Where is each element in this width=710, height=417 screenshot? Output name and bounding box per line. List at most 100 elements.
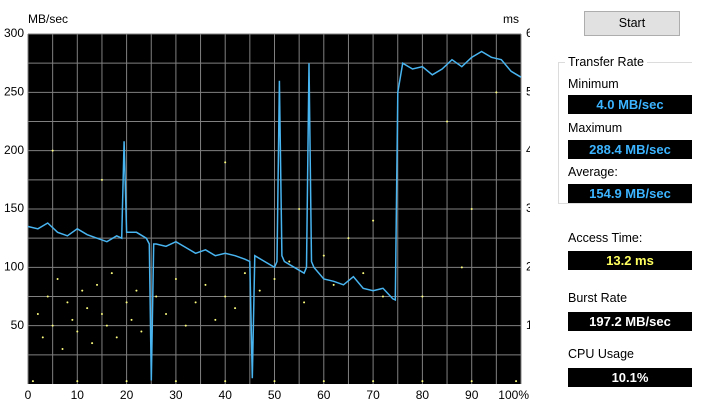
y-tick-label: 150 xyxy=(4,201,24,215)
access-point xyxy=(322,380,325,383)
access-point xyxy=(273,380,276,383)
y-axis-label: MB/sec xyxy=(28,12,68,26)
access-point xyxy=(115,336,118,339)
access-point xyxy=(46,295,49,298)
access-point xyxy=(372,219,375,222)
y-tick-label: 300 xyxy=(4,26,24,40)
access-point xyxy=(224,380,227,383)
access-point xyxy=(470,208,473,210)
x-tick-label: 40 xyxy=(219,388,233,402)
access-point xyxy=(234,307,237,310)
access-point xyxy=(51,324,54,327)
transfer-line xyxy=(27,50,522,381)
access-point xyxy=(31,380,34,383)
access-point xyxy=(36,313,39,315)
access-point xyxy=(421,295,424,298)
access-point xyxy=(258,289,261,292)
access-point xyxy=(470,380,473,383)
y-tick-label: 250 xyxy=(4,85,24,99)
access-point xyxy=(81,289,84,292)
x-tick-label: 80 xyxy=(416,388,430,402)
x-tick-label: 70 xyxy=(366,388,380,402)
start-button[interactable]: Start xyxy=(584,11,680,36)
x-tick-label: 20 xyxy=(120,388,134,402)
access-point xyxy=(96,283,99,286)
access-point xyxy=(288,260,291,263)
access-point xyxy=(174,278,177,280)
access-point xyxy=(61,348,64,350)
access-point xyxy=(184,324,187,327)
access-point xyxy=(224,161,227,164)
access-point xyxy=(362,272,365,275)
access-point xyxy=(105,324,108,327)
access-point xyxy=(125,380,128,383)
access-point xyxy=(125,301,128,304)
access-point xyxy=(381,295,384,298)
access-point xyxy=(515,380,518,383)
x-tick-label: 50 xyxy=(268,388,282,402)
access-point xyxy=(421,380,424,383)
x-tick-label: 90 xyxy=(465,388,479,402)
access-point xyxy=(322,254,325,257)
access-point xyxy=(495,91,498,94)
y-tick-label: 50 xyxy=(11,318,25,332)
access-point xyxy=(76,330,79,333)
cpu-value: 10.1% xyxy=(568,368,692,387)
access-point xyxy=(243,272,246,275)
minimum-value: 4.0 MB/sec xyxy=(568,95,692,114)
burst-label: Burst Rate xyxy=(568,291,628,305)
y2-tick-label: 40 xyxy=(526,143,530,157)
y2-tick-label: 50 xyxy=(526,85,530,99)
cpu-label: CPU Usage xyxy=(568,347,634,361)
access-value: 13.2 ms xyxy=(568,251,692,270)
access-point xyxy=(174,380,177,383)
group-label: Transfer Rate xyxy=(565,55,647,69)
chart: MB/sec ms 0 10 20 30 40 50 60 70 80 90 100% 50 100 15… xyxy=(4,12,530,402)
access-point xyxy=(91,342,94,345)
access-point xyxy=(135,289,138,292)
access-point xyxy=(100,178,103,181)
access-point xyxy=(165,313,168,315)
access-point xyxy=(298,208,301,210)
access-point xyxy=(204,283,207,286)
x-tick-label: 100% xyxy=(498,388,529,402)
access-point xyxy=(446,120,449,123)
y2-tick-label: 20 xyxy=(526,260,530,274)
access-point xyxy=(347,237,350,240)
access-point xyxy=(224,295,227,298)
average-value: 154.9 MB/sec xyxy=(568,184,692,203)
access-point xyxy=(56,278,59,280)
y-tick-label: 100 xyxy=(4,260,24,274)
access-point xyxy=(214,318,217,321)
y2-tick-label: 60 xyxy=(526,26,530,40)
access-point xyxy=(130,318,133,321)
maximum-label: Maximum xyxy=(568,121,623,135)
x-tick-label: 60 xyxy=(317,388,331,402)
access-point xyxy=(273,278,276,280)
access-point xyxy=(140,330,143,333)
x-tick-label: 0 xyxy=(25,388,32,402)
access-point xyxy=(71,318,74,321)
average-label: Average: xyxy=(568,165,618,179)
minimum-label: Minimum xyxy=(568,77,619,91)
access-point xyxy=(51,149,54,152)
maximum-value: 288.4 MB/sec xyxy=(568,140,692,159)
access-point xyxy=(110,272,113,275)
access-point xyxy=(100,313,103,315)
access-label: Access Time: xyxy=(568,231,643,245)
y-tick-label: 200 xyxy=(4,143,24,157)
access-point xyxy=(372,380,375,383)
access-point xyxy=(155,295,158,298)
x-tick-label: 30 xyxy=(169,388,183,402)
access-point xyxy=(86,307,89,310)
access-point xyxy=(76,380,79,383)
access-point xyxy=(41,336,44,339)
y2-tick-label: 10 xyxy=(526,318,530,332)
x-tick-label: 10 xyxy=(71,388,85,402)
access-point xyxy=(66,301,69,304)
access-point xyxy=(332,283,335,286)
burst-value: 197.2 MB/sec xyxy=(568,312,692,331)
access-point xyxy=(303,301,306,304)
y2-tick-label: 30 xyxy=(526,201,530,215)
